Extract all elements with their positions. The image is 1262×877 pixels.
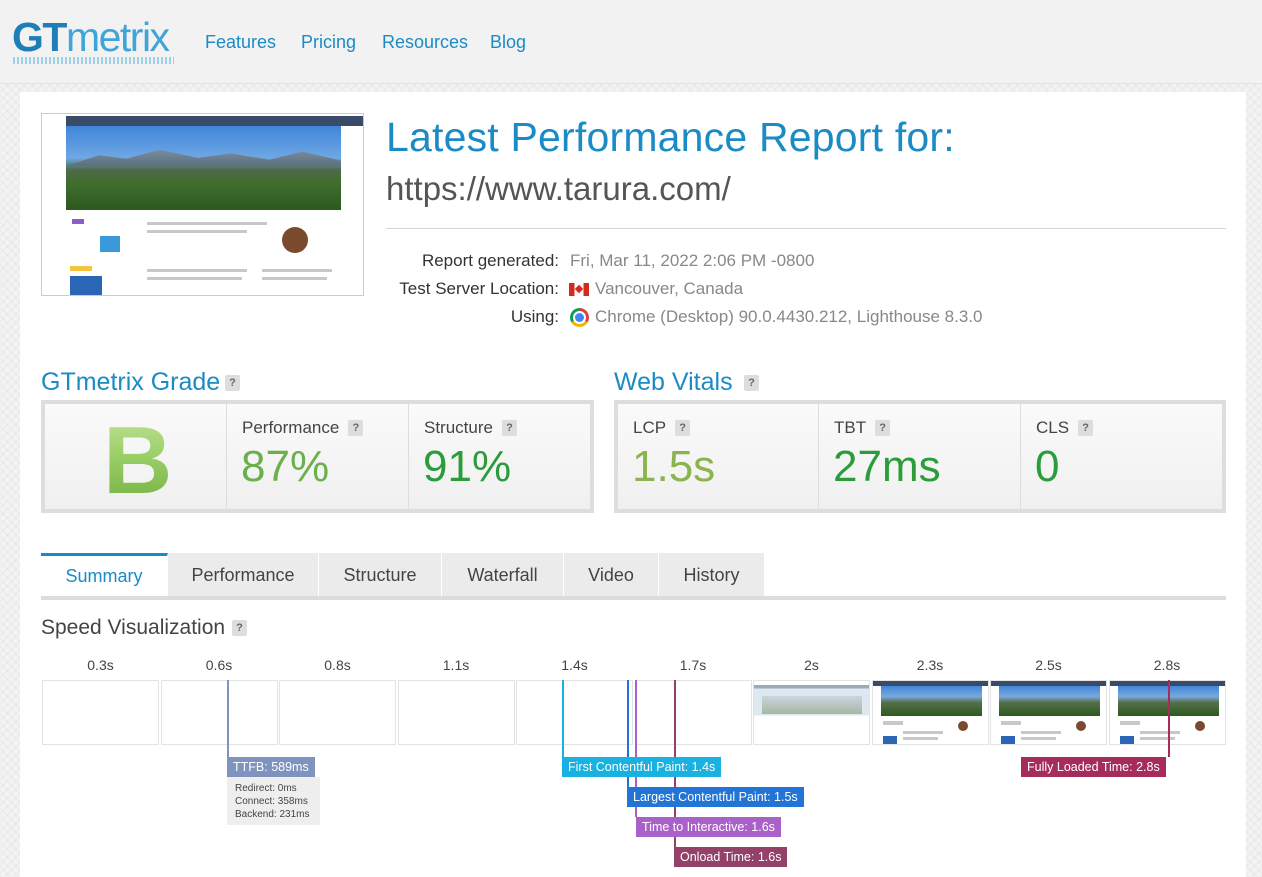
- report-title: Latest Performance Report for:: [386, 114, 955, 160]
- timeline-tick-label: 1.4s: [561, 657, 588, 673]
- tti-marker[interactable]: Time to Interactive: 1.6s: [636, 817, 781, 837]
- gtmetrix-logo[interactable]: GTmetrix: [12, 14, 170, 60]
- performance-value: 87%: [241, 442, 330, 491]
- tab-structure[interactable]: Structure: [319, 553, 442, 597]
- tab-history[interactable]: History: [659, 553, 765, 597]
- fully-loaded-line: [1168, 680, 1170, 757]
- divider: [386, 228, 1226, 229]
- fcp-marker[interactable]: First Contentful Paint: 1.4s: [562, 757, 722, 777]
- tbt-value: 27ms: [833, 442, 941, 491]
- tab-video[interactable]: Video: [564, 553, 659, 597]
- report-generated-label: Report generated:: [421, 251, 559, 270]
- page-screenshot-thumbnail[interactable]: [41, 113, 364, 296]
- filmstrip-frame[interactable]: [871, 680, 989, 745]
- lcp-cell: LCP? 1.5s: [618, 404, 819, 509]
- filmstrip-frame[interactable]: [516, 680, 633, 745]
- structure-label: Structure: [424, 418, 493, 437]
- gtmetrix-grade-title: GTmetrix Grade: [41, 368, 221, 396]
- filmstrip-frame[interactable]: [1108, 680, 1226, 745]
- lcp-label: LCP: [633, 418, 667, 437]
- timeline-tick-label: 0.6s: [205, 657, 233, 673]
- thumbnail-hero-image: [66, 126, 341, 210]
- cls-label: CLS: [1036, 418, 1070, 437]
- cls-cell: CLS? 0: [1021, 404, 1222, 509]
- grade-cell: B: [45, 404, 227, 514]
- nav-resources[interactable]: Resources: [382, 32, 469, 52]
- fcp-line: [562, 680, 564, 757]
- web-vitals-box: LCP? 1.5s TBT? 27ms CLS? 0: [614, 400, 1226, 513]
- lcp-line: [627, 680, 629, 787]
- filmstrip-frame[interactable]: [160, 680, 278, 745]
- speed-visualization-help-icon[interactable]: ?: [232, 620, 247, 636]
- top-navigation: GTmetrix Features Pricing Resources Blog: [0, 0, 1262, 84]
- timeline-tick-label: 2.8s: [1153, 657, 1181, 673]
- report-url[interactable]: https://www.tarura.com/: [386, 170, 731, 207]
- filmstrip-frame[interactable]: [279, 680, 396, 745]
- ttfb-marker[interactable]: TTFB: 589ms: [227, 757, 315, 777]
- tbt-label: TBT: [834, 418, 867, 437]
- nav-blog[interactable]: Blog: [490, 32, 527, 52]
- filmstrip-frame[interactable]: [990, 680, 1107, 745]
- nav-pricing[interactable]: Pricing: [301, 32, 357, 52]
- tbt-cell: TBT? 27ms: [819, 404, 1021, 509]
- onload-marker[interactable]: Onload Time: 1.6s: [674, 847, 788, 867]
- gtmetrix-grade-box: B Performance? 87% Structure? 91%: [41, 400, 594, 514]
- web-vitals-title: Web Vitals: [614, 368, 733, 396]
- ttfb-line: [227, 680, 229, 757]
- performance-label: Performance: [242, 418, 340, 437]
- report-generated-value: Fri, Mar 11, 2022 2:06 PM -0800: [570, 251, 815, 270]
- canada-flag-icon: [569, 282, 589, 296]
- using-value: Chrome (Desktop) 90.0.4430.212, Lighthou…: [570, 307, 982, 327]
- tab-waterfall[interactable]: Waterfall: [442, 553, 564, 597]
- lcp-help-icon[interactable]: ?: [675, 420, 691, 436]
- logo-stripe: [13, 57, 174, 64]
- lcp-marker[interactable]: Largest Contentful Paint: 1.5s: [627, 787, 804, 807]
- server-location-value: Vancouver, Canada: [569, 279, 743, 299]
- performance-help-icon[interactable]: ?: [348, 420, 364, 436]
- cls-help-icon[interactable]: ?: [1078, 420, 1094, 436]
- timeline-tick-label: 1.7s: [679, 657, 707, 673]
- timeline-tick-label: 0.8s: [324, 657, 351, 673]
- grade-help-icon[interactable]: ?: [225, 375, 240, 391]
- ttfb-breakdown: Redirect: 0ms Connect: 358ms Backend: 23…: [227, 777, 320, 825]
- speed-visualization-title: Speed Visualization: [41, 616, 226, 639]
- filmstrip-frame[interactable]: [42, 680, 159, 745]
- tab-performance[interactable]: Performance: [168, 553, 319, 597]
- grade-letter: B: [103, 407, 173, 514]
- web-vitals-help-icon[interactable]: ?: [744, 375, 759, 391]
- using-label: Using:: [510, 307, 559, 326]
- server-location-label: Test Server Location:: [399, 279, 559, 298]
- thumbnail-nav-bar: [66, 116, 363, 126]
- filmstrip-frame[interactable]: [634, 680, 752, 745]
- timeline-tick-label: 2s: [804, 657, 819, 673]
- fully-loaded-marker[interactable]: Fully Loaded Time: 2.8s: [1021, 757, 1166, 777]
- filmstrip-frame[interactable]: [397, 680, 515, 745]
- timeline-tick-label: 2.5s: [1035, 657, 1062, 673]
- nav-features[interactable]: Features: [205, 32, 277, 52]
- structure-value: 91%: [423, 442, 512, 491]
- structure-cell: Structure? 91%: [409, 404, 590, 509]
- tab-underline: [41, 596, 1226, 600]
- tab-summary[interactable]: Summary: [41, 553, 168, 597]
- tbt-help-icon[interactable]: ?: [875, 420, 891, 436]
- timeline-tick-label: 2.3s: [916, 657, 944, 673]
- structure-help-icon[interactable]: ?: [501, 420, 517, 436]
- lcp-value: 1.5s: [632, 442, 716, 491]
- filmstrip-frame[interactable]: [753, 680, 870, 745]
- cls-value: 0: [1035, 442, 1060, 491]
- performance-cell: Performance? 87%: [227, 404, 409, 509]
- timeline-tick-label: 0.3s: [87, 657, 114, 673]
- chrome-icon: [570, 307, 589, 327]
- tti-line: [635, 680, 637, 817]
- timeline-tick-label: 1.1s: [442, 657, 470, 673]
